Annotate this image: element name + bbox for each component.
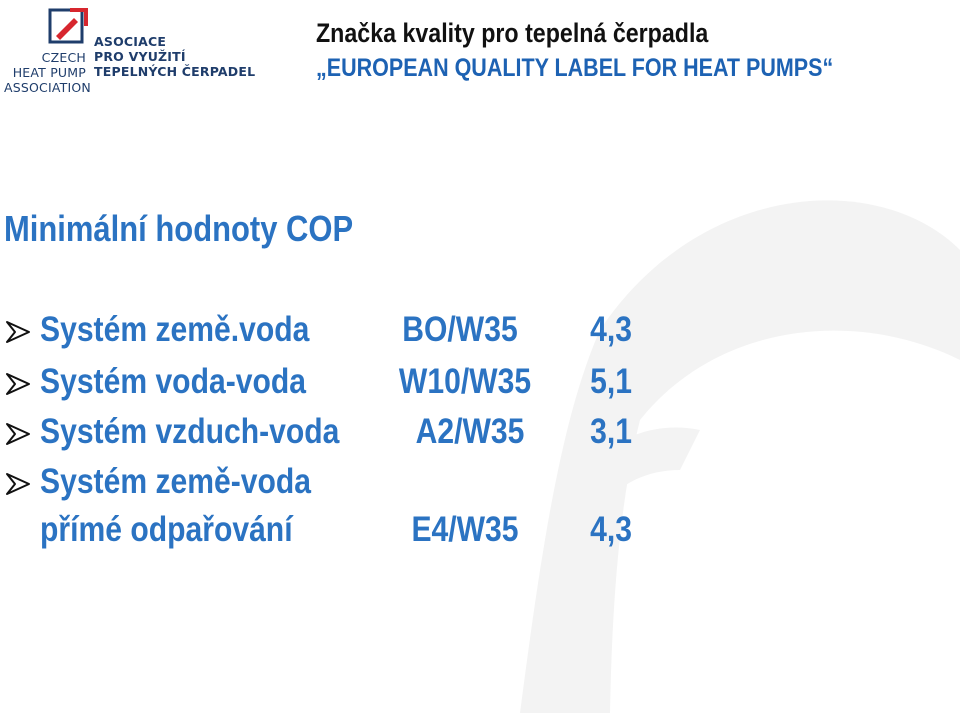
logo-right-line: PRO VYUŽITÍ [94,49,186,64]
section-title: Minimální hodnoty COP [4,208,354,249]
logo-left-line: ASSOCIATION [4,80,91,95]
row-label: přímé odpařování [40,510,293,549]
logo-right-line: ASOCIACE [94,34,167,49]
row-value: 3,1 [590,412,632,451]
logo-right-line: TEPELNÝCH ČERPADEL [94,64,256,79]
row-value: 5,1 [590,362,632,401]
row-code: W10/W35 [398,362,532,401]
arrow-bullet-icon [6,373,30,395]
row-label: Systém země.voda [40,310,310,349]
title-czech: Značka kvality pro tepelná čerpadla [316,18,709,48]
cop-row: Systém vzduch-voda A2/W35 3,1 [0,412,960,464]
row-label: Systém vzduch-voda [40,412,340,451]
arrow-bullet-icon [6,321,30,343]
logo-mark-icon [48,8,88,44]
row-code: E4/W35 [411,510,519,549]
cop-row: Systém voda-voda W10/W35 5,1 [0,362,960,414]
title-english: „EUROPEAN QUALITY LABEL FOR HEAT PUMPS“ [316,54,834,82]
logo-left-line: CZECH [41,50,86,65]
arrow-bullet-icon [6,423,30,445]
row-label: Systém voda-voda [40,362,306,401]
row-code: BO/W35 [402,310,518,349]
row-value: 4,3 [590,510,632,549]
row-code: A2/W35 [415,412,525,451]
row-label: Systém země-voda [40,462,312,501]
arrow-bullet-icon [6,473,30,495]
cop-row: přímé odpařování E4/W35 4,3 [0,510,960,562]
logo-left-line: HEAT PUMP [12,65,86,80]
cop-row: Systém země.voda BO/W35 4,3 [0,310,960,362]
row-value: 4,3 [590,310,632,349]
association-logo: CZECH HEAT PUMP ASSOCIATION ASOCIACE PRO… [4,6,264,98]
cop-row: Systém země-voda [0,462,960,514]
